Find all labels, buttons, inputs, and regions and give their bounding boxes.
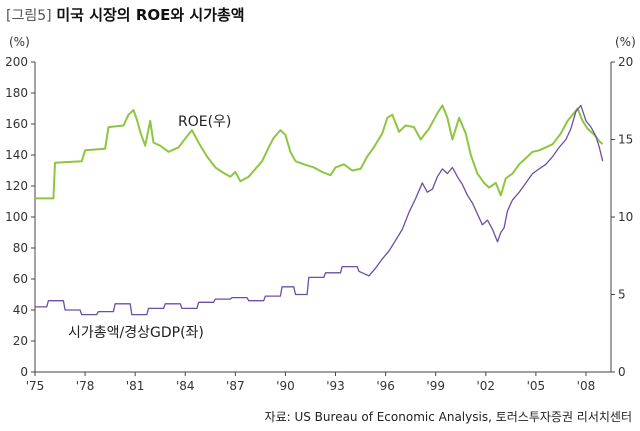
x-axis-tick-label: '99 (426, 379, 445, 393)
x-axis-tick-label: '75 (26, 379, 45, 393)
figure-title: [그림5] 미국 시장의 ROE와 시가총액 (6, 4, 245, 25)
left-axis-tick-label: 100 (5, 210, 28, 224)
left-axis-tick-label: 180 (5, 86, 28, 100)
left-axis-tick-label: 0 (20, 365, 28, 379)
right-axis-tick-label: 15 (618, 133, 633, 147)
figure-tag: [그림5] (6, 8, 52, 24)
left-axis-tick-label: 40 (13, 303, 28, 317)
annotation-roe: ROE(우) (178, 114, 231, 130)
left-axis-tick-label: 20 (13, 334, 28, 348)
series-line-roe (35, 104, 604, 200)
chart-series-layer (35, 104, 604, 316)
left-axis-tick-label: 60 (13, 272, 28, 286)
source-note: 자료: US Bureau of Economic Analysis, 토러스투… (264, 410, 632, 424)
x-axis-tick-label: '05 (527, 379, 546, 393)
x-axis-tick-label: '84 (176, 379, 195, 393)
x-axis-tick-label: '90 (276, 379, 295, 393)
x-axis-tick-label: '08 (577, 379, 596, 393)
annotation-market-cap: 시가총액/경상GDP(좌) (68, 325, 204, 341)
right-axis-tick-label: 0 (618, 365, 626, 379)
x-axis-tick-label: '96 (376, 379, 395, 393)
x-axis-tick-label: '81 (126, 379, 145, 393)
x-axis-tick-label: '93 (326, 379, 345, 393)
right-axis-unit: (%) (615, 35, 636, 49)
left-axis-tick-label: 200 (5, 55, 28, 69)
left-axis-unit: (%) (9, 35, 30, 49)
left-axis-tick-label: 80 (13, 241, 28, 255)
left-axis-tick-label: 160 (5, 117, 28, 131)
left-axis-tick-label: 140 (5, 148, 28, 162)
chart-axes: 0 20 40 60 80 100 120 140 160 180 200 0 5 10 15 20 (%) (%… (5, 35, 636, 393)
left-axis-tick-label: 120 (5, 179, 28, 193)
x-axis-tick-label: '87 (226, 379, 245, 393)
x-axis-tick-label: '78 (76, 379, 95, 393)
right-axis-tick-label: 10 (618, 210, 633, 224)
right-axis-tick-label: 20 (618, 55, 633, 69)
figure-title-text: 미국 시장의 ROE와 시가총액 (56, 6, 245, 24)
right-axis-tick-label: 5 (618, 288, 626, 302)
series-line-market-cap-gdp (35, 104, 604, 316)
x-axis-tick-label: '02 (476, 379, 495, 393)
